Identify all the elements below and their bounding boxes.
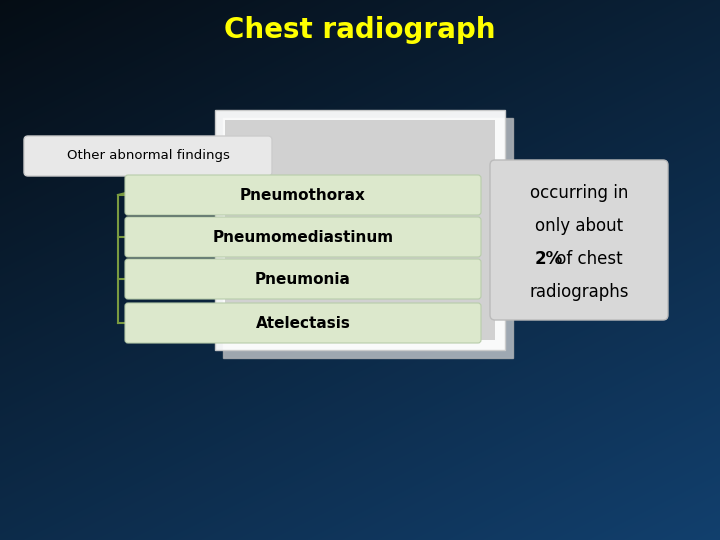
Text: Other abnormal findings: Other abnormal findings [66, 150, 230, 163]
FancyBboxPatch shape [225, 120, 495, 340]
FancyBboxPatch shape [125, 217, 481, 257]
FancyBboxPatch shape [125, 175, 481, 215]
FancyBboxPatch shape [223, 118, 513, 358]
FancyBboxPatch shape [215, 110, 505, 350]
Text: of chest: of chest [552, 250, 623, 268]
FancyBboxPatch shape [24, 136, 272, 176]
Text: Pneumothorax: Pneumothorax [240, 187, 366, 202]
Text: only about: only about [535, 217, 623, 235]
Text: 2%: 2% [534, 250, 562, 268]
Text: occurring in: occurring in [530, 184, 628, 202]
Text: radiographs: radiographs [529, 283, 629, 301]
FancyBboxPatch shape [490, 160, 668, 320]
Text: Pneumomediastinum: Pneumomediastinum [212, 230, 394, 245]
Text: Atelectasis: Atelectasis [256, 315, 351, 330]
FancyBboxPatch shape [125, 303, 481, 343]
Text: Pneumonia: Pneumonia [255, 272, 351, 287]
FancyBboxPatch shape [125, 259, 481, 299]
Text: Chest radiograph: Chest radiograph [224, 16, 496, 44]
